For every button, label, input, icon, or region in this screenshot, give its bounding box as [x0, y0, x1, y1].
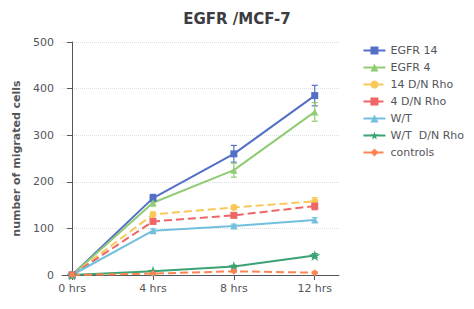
svg-text:200: 200: [33, 175, 54, 188]
svg-text:500: 500: [33, 36, 54, 49]
svg-text:300: 300: [33, 129, 54, 142]
svg-text:4 D/N Rho: 4 D/N Rho: [390, 95, 446, 108]
svg-text:controls: controls: [390, 146, 434, 159]
svg-text:W/T: W/T: [390, 112, 412, 125]
svg-text:14 D/N Rho: 14 D/N Rho: [390, 78, 453, 91]
svg-text:EGFR 14: EGFR 14: [390, 44, 437, 57]
svg-text:EGFR /MCF-7: EGFR /MCF-7: [183, 10, 290, 28]
svg-text:100: 100: [33, 222, 54, 235]
svg-text:8 hrs: 8 hrs: [220, 282, 248, 295]
svg-text:EGFR 4: EGFR 4: [390, 61, 430, 74]
svg-text:0 hrs: 0 hrs: [58, 282, 86, 295]
svg-text:12 hrs: 12 hrs: [297, 282, 332, 295]
svg-text:4 hrs: 4 hrs: [139, 282, 167, 295]
svg-text:number of migrated cells: number of migrated cells: [10, 80, 23, 237]
svg-text:0: 0: [47, 269, 54, 282]
svg-text:W/T D/N Rho: W/T D/N Rho: [390, 129, 464, 142]
svg-text:400: 400: [33, 82, 54, 95]
